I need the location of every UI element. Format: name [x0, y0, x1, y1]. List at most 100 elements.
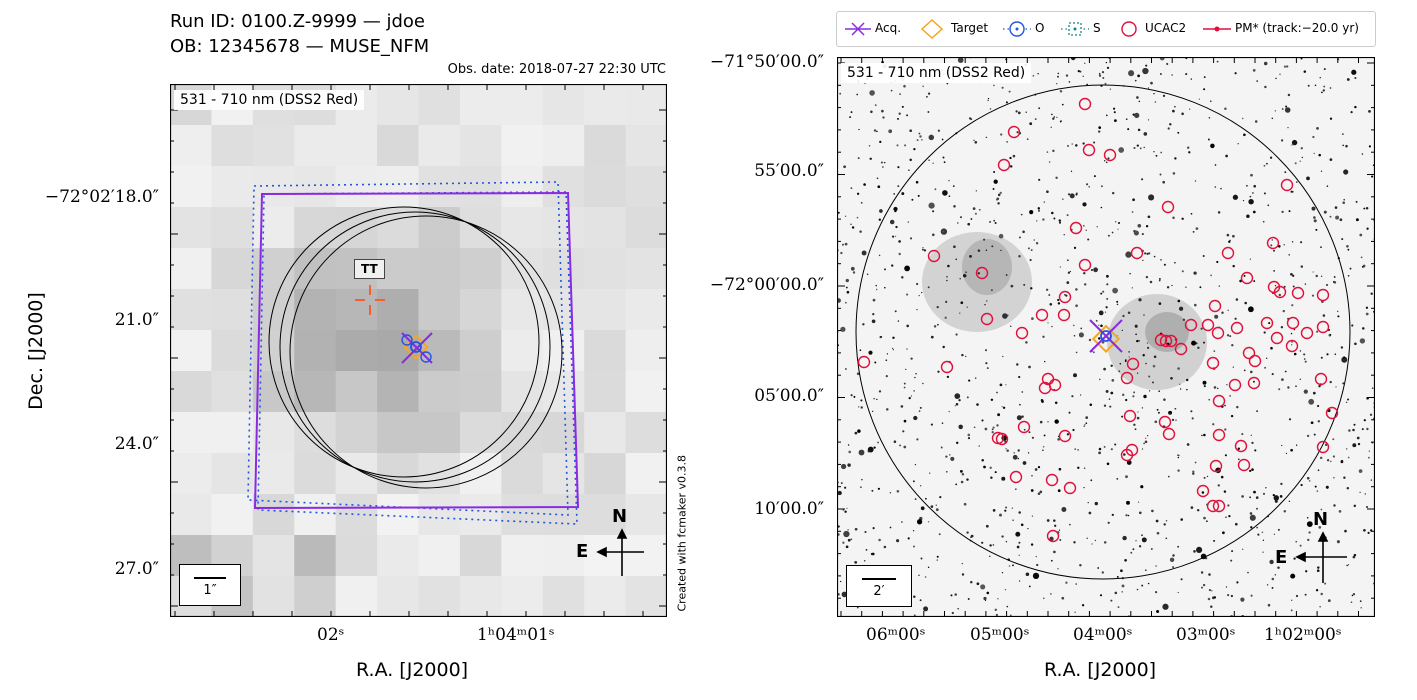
star	[1262, 220, 1265, 223]
star	[942, 156, 945, 159]
star	[1203, 76, 1206, 79]
star	[1335, 215, 1340, 220]
right-compass-north: N	[1313, 509, 1329, 530]
star	[1324, 443, 1328, 447]
ucac2-star-icon	[1300, 326, 1314, 340]
star	[1005, 448, 1007, 450]
scale-bar-line	[194, 577, 226, 579]
ucac2-star-icon	[1285, 339, 1299, 353]
star	[1230, 559, 1233, 562]
star	[1066, 214, 1069, 217]
star	[856, 93, 859, 96]
star	[1165, 537, 1168, 540]
star	[922, 85, 924, 88]
star	[1318, 153, 1321, 157]
star	[1039, 420, 1043, 424]
star	[1360, 256, 1363, 259]
star	[950, 594, 953, 597]
star	[1243, 369, 1246, 372]
star	[961, 573, 965, 576]
star	[957, 607, 960, 610]
star	[1118, 147, 1125, 153]
ucac2-star-icon	[1260, 316, 1274, 330]
track-line-icon	[1203, 26, 1231, 32]
star	[1027, 527, 1029, 530]
star	[921, 139, 923, 141]
star	[1030, 489, 1034, 492]
star	[1307, 538, 1310, 542]
star	[1063, 234, 1065, 236]
star	[1134, 428, 1137, 431]
star	[1068, 411, 1071, 414]
star	[1248, 199, 1254, 205]
star	[946, 276, 948, 278]
star	[1290, 190, 1293, 193]
star	[924, 497, 927, 500]
star	[1242, 199, 1245, 202]
image-pixel	[335, 412, 378, 454]
star	[864, 82, 866, 85]
star	[1286, 65, 1289, 68]
image-pixel	[625, 84, 667, 126]
star	[1267, 204, 1270, 207]
star	[1311, 294, 1315, 297]
star	[879, 209, 883, 213]
star	[1208, 573, 1211, 576]
star	[889, 219, 895, 225]
star	[878, 390, 882, 393]
star	[1067, 193, 1071, 196]
star	[1147, 582, 1150, 585]
image-pixel	[170, 371, 213, 413]
image-pixel	[418, 248, 461, 290]
ucac2-star-icon	[1314, 372, 1328, 386]
legend-acq: Acq.	[875, 21, 902, 35]
star	[858, 449, 865, 456]
image-pixel	[294, 330, 337, 372]
star	[1126, 500, 1130, 505]
star	[1001, 476, 1006, 481]
star	[1088, 511, 1092, 515]
star	[1275, 77, 1277, 80]
star	[1147, 435, 1149, 437]
star	[907, 537, 910, 540]
star	[963, 502, 967, 506]
image-pixel	[501, 576, 544, 617]
star	[1345, 144, 1348, 148]
image-pixel	[335, 371, 378, 413]
star	[1365, 312, 1369, 316]
star	[1093, 267, 1099, 273]
star	[1177, 591, 1179, 594]
left-chart-svg	[170, 84, 667, 617]
star	[989, 466, 992, 469]
star	[1160, 151, 1163, 154]
ucac2-star-icon	[1234, 439, 1248, 453]
star	[1354, 105, 1357, 109]
star	[1363, 528, 1366, 532]
star	[1138, 339, 1140, 342]
star	[859, 230, 862, 233]
star	[1104, 160, 1106, 162]
star	[1015, 110, 1018, 113]
star	[946, 375, 950, 379]
ucac2-star-icon	[1247, 376, 1261, 390]
star	[1346, 486, 1350, 490]
star	[909, 237, 913, 240]
star	[1216, 387, 1219, 390]
star	[926, 95, 928, 98]
star	[1208, 116, 1211, 119]
star	[1028, 365, 1031, 369]
right-compass-east: E	[1275, 547, 1288, 568]
star	[873, 129, 877, 132]
star	[1366, 427, 1369, 431]
star	[1190, 410, 1193, 413]
star	[1234, 522, 1238, 526]
star	[1039, 490, 1043, 494]
star	[850, 223, 852, 226]
star	[911, 198, 914, 201]
star	[1167, 475, 1170, 478]
star	[966, 478, 969, 481]
star	[1171, 418, 1175, 422]
left-ytick-4: 27.0″	[114, 559, 159, 579]
star	[1191, 417, 1194, 420]
left-xtick-1: 02ˢ	[317, 625, 345, 645]
